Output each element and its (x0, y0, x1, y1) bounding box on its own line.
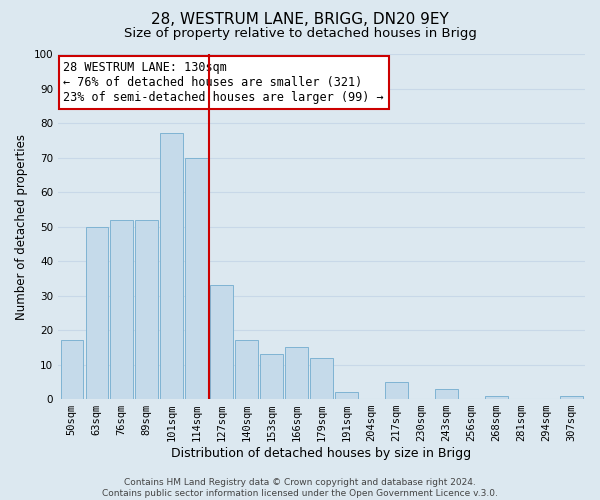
Bar (110, 220, 133, 399)
Bar (310, 358, 333, 399)
Bar (335, 392, 358, 399)
Bar (136, 220, 158, 399)
Bar (560, 396, 583, 399)
Bar (260, 354, 283, 399)
Bar (435, 388, 458, 399)
X-axis label: Distribution of detached houses by size in Brigg: Distribution of detached houses by size … (172, 447, 472, 460)
Bar (61, 340, 83, 399)
Bar (385, 382, 407, 399)
Bar (185, 158, 208, 399)
Bar (160, 134, 183, 399)
Bar (235, 340, 258, 399)
Bar (485, 396, 508, 399)
Text: 28 WESTRUM LANE: 130sqm
← 76% of detached houses are smaller (321)
23% of semi-d: 28 WESTRUM LANE: 130sqm ← 76% of detache… (64, 61, 384, 104)
Bar (86, 226, 108, 399)
Text: Size of property relative to detached houses in Brigg: Size of property relative to detached ho… (124, 28, 476, 40)
Y-axis label: Number of detached properties: Number of detached properties (15, 134, 28, 320)
Bar (211, 285, 233, 399)
Text: 28, WESTRUM LANE, BRIGG, DN20 9EY: 28, WESTRUM LANE, BRIGG, DN20 9EY (151, 12, 449, 28)
Bar (286, 348, 308, 399)
Text: Contains HM Land Registry data © Crown copyright and database right 2024.
Contai: Contains HM Land Registry data © Crown c… (102, 478, 498, 498)
